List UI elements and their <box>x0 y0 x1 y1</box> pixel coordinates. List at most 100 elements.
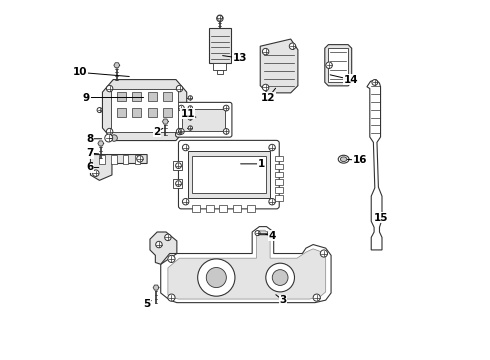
Bar <box>206 205 214 212</box>
Circle shape <box>206 267 226 288</box>
Circle shape <box>217 15 223 22</box>
Circle shape <box>137 156 143 162</box>
Bar <box>192 156 266 193</box>
Text: 3: 3 <box>279 295 286 305</box>
Polygon shape <box>367 80 382 250</box>
Circle shape <box>182 144 189 151</box>
Bar <box>214 63 226 71</box>
Bar <box>99 154 105 163</box>
Text: 14: 14 <box>343 75 358 85</box>
Text: 10: 10 <box>73 67 87 77</box>
Bar <box>275 187 283 193</box>
Polygon shape <box>150 232 177 264</box>
Polygon shape <box>217 15 223 20</box>
Text: 8: 8 <box>86 134 94 144</box>
Polygon shape <box>153 285 159 290</box>
Bar <box>220 205 227 212</box>
Bar <box>275 195 283 201</box>
Text: 9: 9 <box>83 93 90 103</box>
Circle shape <box>111 135 117 141</box>
Bar <box>111 154 117 163</box>
Polygon shape <box>102 80 187 140</box>
Bar <box>132 92 141 101</box>
Text: 13: 13 <box>232 53 247 63</box>
Circle shape <box>223 105 229 111</box>
Circle shape <box>106 85 113 92</box>
Circle shape <box>165 234 171 240</box>
Circle shape <box>188 126 193 130</box>
Ellipse shape <box>341 157 347 162</box>
Bar <box>117 108 126 117</box>
Bar <box>188 151 270 198</box>
Circle shape <box>178 105 184 111</box>
Circle shape <box>178 129 184 134</box>
Bar <box>275 164 283 169</box>
Polygon shape <box>161 226 331 303</box>
Circle shape <box>255 230 260 235</box>
FancyBboxPatch shape <box>178 140 279 209</box>
Circle shape <box>289 43 296 49</box>
Bar <box>275 172 283 177</box>
Bar <box>123 154 128 163</box>
Circle shape <box>176 85 183 92</box>
Polygon shape <box>168 230 326 299</box>
Circle shape <box>266 263 294 292</box>
Circle shape <box>188 96 193 100</box>
Ellipse shape <box>338 155 349 163</box>
Circle shape <box>97 108 102 113</box>
Polygon shape <box>91 154 147 180</box>
Bar <box>182 109 225 131</box>
Circle shape <box>105 134 113 142</box>
Circle shape <box>326 62 332 68</box>
Circle shape <box>262 84 269 91</box>
Text: 6: 6 <box>86 162 94 172</box>
Circle shape <box>93 170 99 176</box>
Circle shape <box>168 294 175 301</box>
Bar <box>246 205 254 212</box>
Bar <box>132 108 141 117</box>
Circle shape <box>197 259 235 296</box>
Bar <box>173 179 182 188</box>
Text: 11: 11 <box>180 109 195 119</box>
Circle shape <box>313 294 320 301</box>
Bar <box>163 108 172 117</box>
FancyBboxPatch shape <box>175 102 232 137</box>
Bar <box>135 154 140 163</box>
Polygon shape <box>98 141 104 146</box>
Bar <box>173 161 182 170</box>
Text: 12: 12 <box>261 93 275 103</box>
Bar <box>163 92 172 101</box>
Circle shape <box>320 250 327 257</box>
Circle shape <box>268 230 272 235</box>
Circle shape <box>175 181 181 186</box>
Bar <box>217 70 223 74</box>
Polygon shape <box>163 119 168 124</box>
Text: 4: 4 <box>268 231 275 240</box>
Circle shape <box>176 129 183 135</box>
Circle shape <box>272 270 288 285</box>
Text: 15: 15 <box>374 213 389 222</box>
Bar <box>111 89 178 132</box>
Polygon shape <box>325 45 352 86</box>
Text: 16: 16 <box>352 155 367 165</box>
Circle shape <box>188 116 193 120</box>
Circle shape <box>269 198 275 205</box>
Text: 1: 1 <box>258 159 265 169</box>
Circle shape <box>188 106 193 110</box>
Circle shape <box>168 255 175 262</box>
Circle shape <box>106 129 113 135</box>
Circle shape <box>175 163 181 168</box>
Circle shape <box>223 129 229 134</box>
Text: 2: 2 <box>153 127 161 136</box>
Bar <box>192 205 200 212</box>
Bar <box>275 156 283 161</box>
Circle shape <box>262 48 269 55</box>
Circle shape <box>182 198 189 205</box>
Bar <box>147 92 157 101</box>
Text: 7: 7 <box>86 148 94 158</box>
Bar <box>233 205 241 212</box>
Polygon shape <box>114 63 120 68</box>
Circle shape <box>269 144 275 151</box>
Bar <box>328 48 348 82</box>
Bar <box>209 28 231 63</box>
